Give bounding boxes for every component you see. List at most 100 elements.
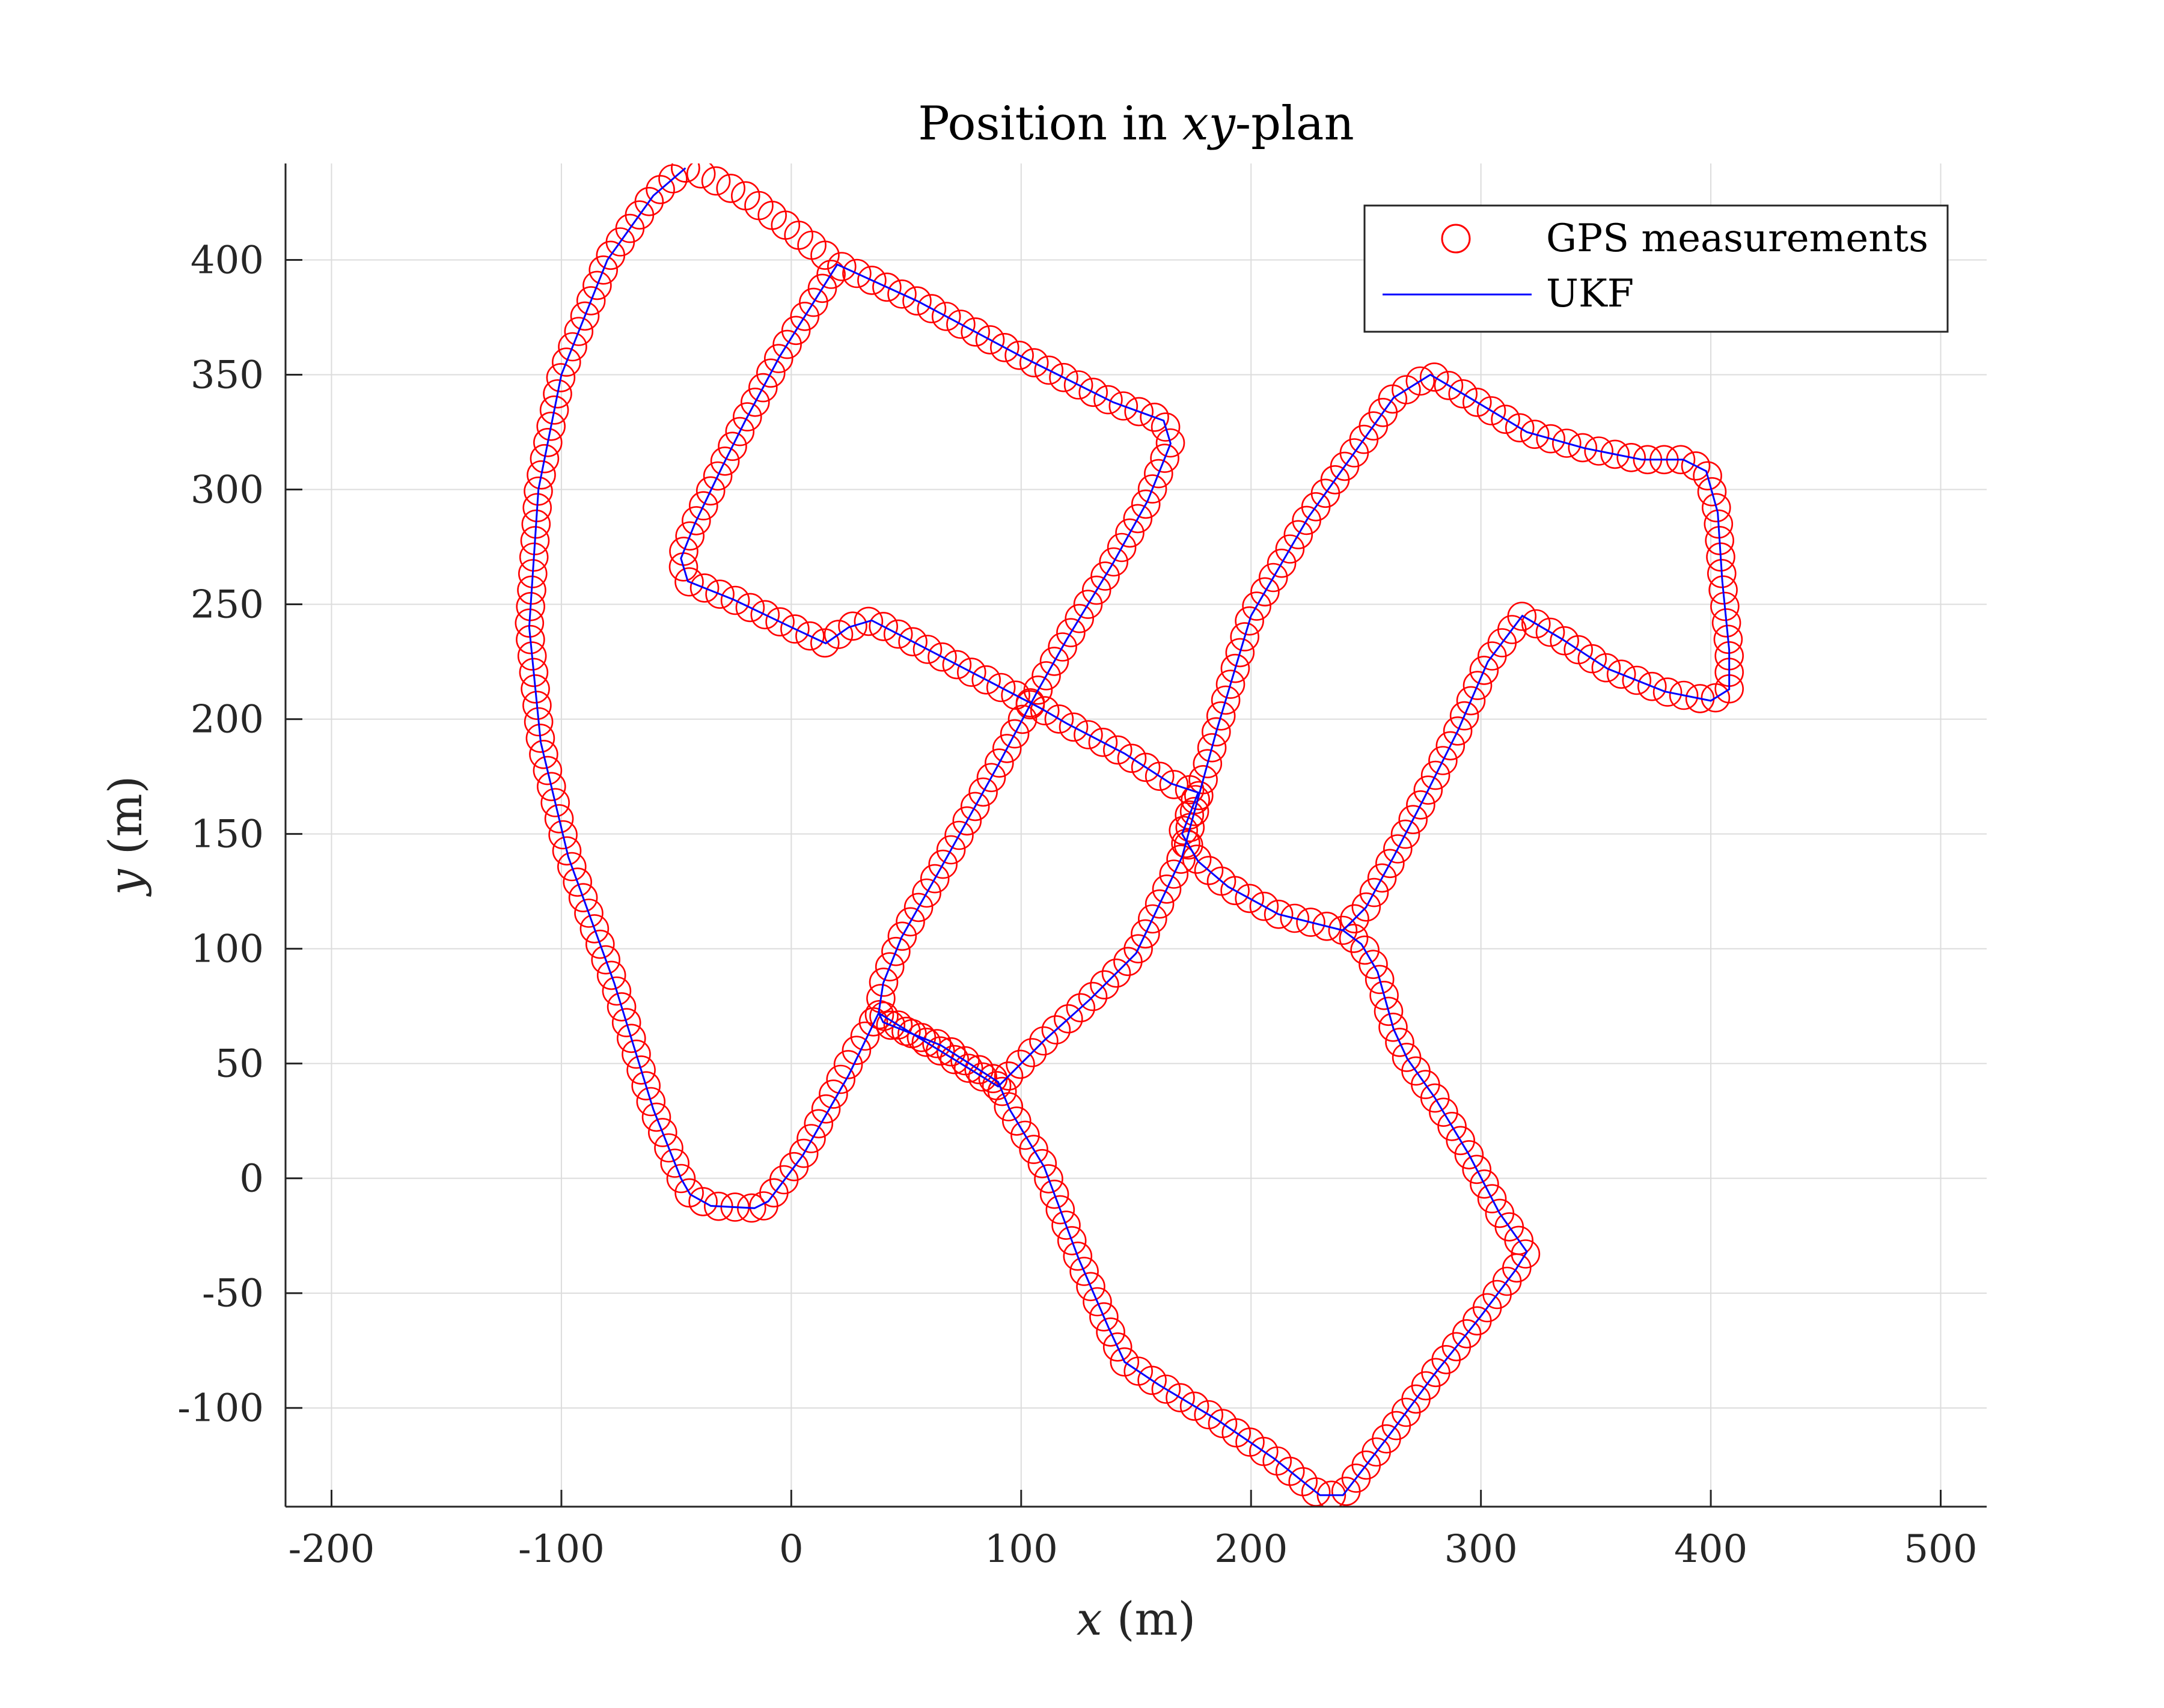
- gps-point: [563, 867, 593, 897]
- gps-point: [936, 835, 966, 865]
- gps-point: [1029, 1026, 1059, 1056]
- gps-point: [1117, 743, 1147, 773]
- gps-point: [1039, 1179, 1069, 1209]
- gps-point: [1701, 683, 1731, 713]
- gps-point: [911, 1028, 941, 1057]
- gps-point: [887, 921, 917, 951]
- gps-point: [1065, 603, 1094, 633]
- gps-point: [543, 379, 572, 409]
- gps-point: [1220, 653, 1250, 683]
- gps-point: [994, 1092, 1024, 1121]
- gps-point: [1181, 785, 1210, 814]
- x-tick-label: -100: [518, 1527, 605, 1572]
- gps-point: [1435, 731, 1466, 761]
- gps-point: [1225, 638, 1255, 668]
- gps-point: [1392, 375, 1421, 404]
- gps-point: [912, 635, 943, 664]
- gps-point: [626, 1055, 656, 1085]
- gps-point: [1428, 746, 1458, 775]
- gps-point: [710, 446, 740, 476]
- gps-point: [819, 1079, 848, 1109]
- gps-point: [971, 665, 1001, 695]
- gps-point: [854, 606, 884, 636]
- gps-point: [1078, 981, 1108, 1011]
- gps-point: [544, 804, 574, 834]
- gps-point: [607, 992, 637, 1022]
- gps-point: [931, 302, 961, 331]
- gps-point: [1693, 461, 1722, 491]
- gps-point: [1350, 935, 1380, 965]
- gps-point: [646, 175, 675, 204]
- gps-point: [1584, 436, 1613, 466]
- gps-point: [857, 266, 887, 295]
- gps-point: [522, 493, 552, 523]
- gps-point: [1078, 377, 1108, 407]
- gps-point: [810, 628, 840, 658]
- gps-point: [781, 316, 811, 346]
- legend-gps-label: GPS measurements: [1546, 216, 1928, 261]
- gps-point: [689, 573, 720, 603]
- gps-point: [1577, 644, 1607, 674]
- gps-point: [741, 387, 770, 417]
- gps-point: [1054, 1004, 1083, 1034]
- gps-point: [876, 1010, 906, 1040]
- gps-point: [1521, 609, 1551, 639]
- gps-point: [576, 286, 606, 316]
- gps-point: [1637, 671, 1667, 701]
- gps-point: [1413, 775, 1443, 805]
- gps-point: [810, 240, 840, 270]
- gps-point: [1249, 891, 1279, 921]
- gps-series: [515, 163, 1744, 1507]
- gps-point: [1002, 1106, 1032, 1136]
- gps-point: [1434, 371, 1464, 400]
- gps-point: [1000, 719, 1030, 749]
- gps-point: [689, 491, 718, 520]
- gps-point: [804, 1109, 834, 1139]
- x-tick-label: 0: [779, 1527, 804, 1572]
- gps-point: [1004, 340, 1034, 370]
- gps-point: [658, 164, 688, 194]
- gps-point: [1385, 1028, 1414, 1057]
- gps-point: [1392, 1043, 1422, 1072]
- gps-point: [789, 1138, 819, 1168]
- gps-point: [1476, 396, 1506, 425]
- x-axis-label: x (m): [1077, 1592, 1196, 1645]
- gps-point: [1448, 379, 1478, 409]
- gps-point: [883, 619, 913, 649]
- gps-point: [1652, 677, 1683, 707]
- x-tick-label: 200: [1214, 1527, 1288, 1572]
- gps-point: [838, 611, 867, 641]
- gps-point: [1006, 1049, 1035, 1079]
- gps-point: [976, 763, 1006, 793]
- gps-point: [1420, 760, 1450, 790]
- gps-point: [1140, 402, 1169, 432]
- gps-point: [1166, 844, 1196, 874]
- gps-point: [674, 567, 704, 597]
- gps-point: [517, 575, 546, 605]
- gps-point: [516, 591, 546, 621]
- gps-point: [1359, 950, 1388, 979]
- gps-point: [725, 416, 755, 447]
- gps-point: [790, 302, 820, 331]
- gps-point: [1045, 1195, 1075, 1225]
- gps-point: [1151, 412, 1181, 442]
- gps-point: [1316, 1480, 1346, 1507]
- gps-point: [1193, 749, 1223, 778]
- gps-point: [850, 1021, 880, 1051]
- gps-point: [1230, 622, 1259, 651]
- gps-point: [1704, 509, 1734, 539]
- gps-point: [660, 1148, 689, 1178]
- gps-point: [1131, 752, 1161, 782]
- gps-point: [1096, 1317, 1125, 1347]
- legend-ukf-label: UKF: [1546, 272, 1634, 316]
- gps-point: [1063, 1241, 1093, 1271]
- gps-point: [631, 1071, 661, 1100]
- gps-point: [564, 317, 594, 346]
- gps-point: [1536, 424, 1565, 454]
- gps-point: [1511, 1239, 1541, 1269]
- gps-point: [1708, 575, 1738, 605]
- gps-point: [733, 402, 762, 432]
- gps-point: [524, 476, 553, 506]
- gps-point: [617, 1023, 646, 1054]
- gps-point: [952, 806, 982, 836]
